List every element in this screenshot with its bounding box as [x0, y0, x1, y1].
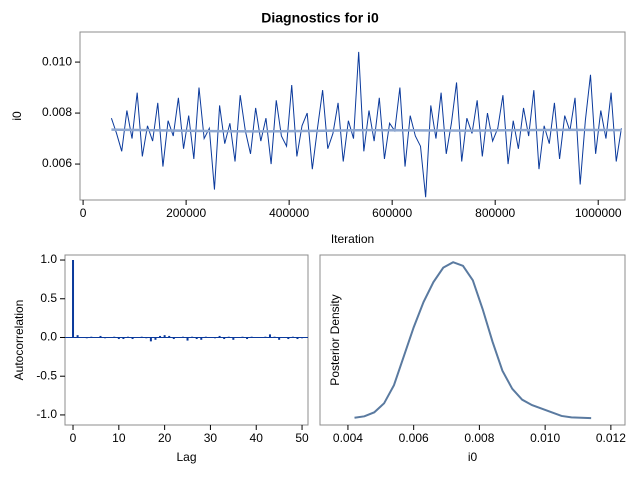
x-tick-label: 400000 [269, 206, 309, 220]
x-tick-label: 50 [295, 431, 309, 445]
x-tick-label: 20 [158, 431, 172, 445]
x-tick-label: 800000 [475, 206, 515, 220]
x-tick-label: 0.006 [399, 431, 429, 445]
y-axis-label: i0 [10, 111, 24, 121]
x-tick-label: 10 [112, 431, 126, 445]
x-tick-label: 600000 [372, 206, 412, 220]
x-tick-label: 0.010 [530, 431, 560, 445]
y-tick-label: 1.0 [40, 252, 57, 266]
x-tick-label: 40 [250, 431, 264, 445]
y-axis-label: Posterior Density [328, 294, 342, 385]
plot-frame [319, 254, 626, 426]
plot-frame [64, 254, 309, 426]
data-line [354, 261, 592, 420]
y-tick-label: 0.010 [42, 54, 72, 68]
x-tick-label: 0 [70, 431, 77, 445]
x-axis-label: i0 [468, 450, 478, 464]
x-tick-label: 200000 [166, 206, 206, 220]
y-tick-label: 0.5 [40, 291, 57, 305]
x-tick-label: 0.004 [333, 431, 363, 445]
x-tick-label: 1000000 [575, 206, 622, 220]
y-tick-label: 0.006 [42, 156, 72, 170]
y-tick-label: -1.0 [36, 407, 57, 421]
chart-title: Diagnostics for i0 [261, 10, 379, 26]
x-axis-label: Iteration [331, 232, 374, 246]
x-tick-label: 0.008 [464, 431, 494, 445]
smooth-line [111, 128, 622, 133]
y-tick-label: 0.008 [42, 105, 72, 119]
y-tick-label: -0.5 [36, 368, 57, 382]
x-tick-label: 30 [204, 431, 218, 445]
x-tick-label: 0.012 [596, 431, 626, 445]
x-axis-label: Lag [176, 450, 196, 464]
plot-frame [79, 31, 626, 201]
x-tick-label: 0 [80, 206, 87, 220]
y-tick-label: 0.0 [40, 330, 57, 344]
y-axis-label: Autocorrelation [12, 300, 26, 381]
